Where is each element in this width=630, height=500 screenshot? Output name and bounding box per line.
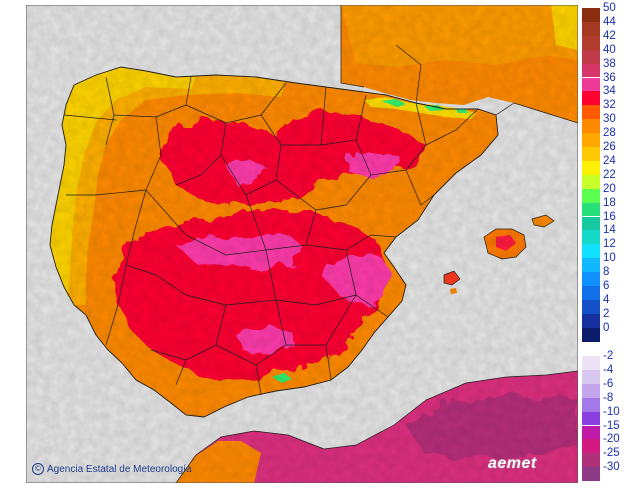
legend-label: 34 (603, 85, 616, 98)
temperature-map (26, 5, 578, 483)
legend-swatch-positive-6 (582, 91, 600, 106)
credit-text: Agencia Estatal de Meteorología (47, 463, 192, 475)
legend-swatch-positive-12 (582, 174, 600, 189)
legend-swatch-positive-20 (582, 286, 600, 300)
legend-swatch-positive-14 (582, 202, 600, 217)
credit: © Agencia Estatal de Meteorología (32, 463, 192, 475)
legend-label: 0 (603, 321, 610, 334)
legend-label: 14 (603, 224, 616, 237)
legend-swatch-positive-7 (582, 105, 600, 120)
legend-swatch-positive-22 (582, 313, 600, 328)
terrain-texture (26, 5, 578, 483)
legend-label: 24 (603, 154, 616, 167)
legend-swatch-negative-7 (582, 453, 600, 468)
legend-label: 36 (603, 71, 616, 84)
legend-swatch-positive-23 (582, 327, 600, 342)
legend-label: -30 (603, 461, 620, 474)
legend-swatch-positive-1 (582, 21, 600, 36)
legend-label: 40 (603, 43, 616, 56)
legend-label: -4 (603, 363, 614, 376)
logo-text: aemet (488, 455, 537, 472)
legend-swatch-negative-0 (582, 356, 600, 370)
legend-label: 32 (603, 99, 616, 112)
legend-swatch-positive-16 (582, 230, 600, 245)
legend-swatch-positive-4 (582, 63, 600, 78)
legend-label: 42 (603, 29, 616, 42)
legend-swatch-positive-2 (582, 35, 600, 50)
legend-swatch-negative-1 (582, 369, 600, 384)
legend-label: 2 (603, 307, 610, 320)
legend-label: -8 (603, 391, 614, 404)
legend-label: 16 (603, 210, 616, 223)
legend-label: 6 (603, 280, 610, 292)
legend-label: 28 (603, 127, 616, 140)
legend-swatch-negative-3 (582, 397, 600, 412)
legend-label: 10 (603, 252, 616, 265)
legend-label: 38 (603, 57, 616, 70)
legend-swatch-negative-5 (582, 425, 600, 440)
legend-label: -10 (603, 405, 620, 418)
legend-label: -25 (603, 447, 620, 460)
legend-swatch-positive-21 (582, 299, 600, 314)
legend-swatch-positive-0 (582, 8, 600, 22)
legend-swatch-positive-18 (582, 258, 600, 273)
legend-swatch-positive-9 (582, 133, 600, 147)
legend-swatch-negative-2 (582, 383, 600, 398)
legend-swatch-negative-6 (582, 439, 600, 454)
legend-label: -20 (603, 433, 620, 446)
legend-swatch-positive-13 (582, 188, 600, 203)
legend-label: 30 (603, 113, 616, 126)
legend-label: 8 (603, 266, 610, 279)
legend-swatch-positive-10 (582, 147, 600, 161)
legend-swatch-negative-8 (582, 467, 600, 482)
legend-label: 20 (603, 182, 616, 195)
legend-swatch-positive-15 (582, 216, 600, 231)
legend-label: 22 (603, 168, 616, 181)
legend-swatch-positive-11 (582, 160, 600, 175)
legend-label: -15 (603, 419, 620, 432)
legend-label: 4 (603, 293, 610, 306)
legend-label: -2 (603, 350, 614, 362)
temperature-legend: 50 44 42 40 38 36 34 32 30 28 26 24 22 20 18 16 14 12 10 8 6… (582, 2, 628, 488)
aemet-logo: aemet (488, 455, 537, 473)
legend-label: -6 (603, 377, 614, 390)
copyright-icon: © (32, 463, 44, 475)
legend-label: 18 (603, 196, 616, 209)
legend-swatch-positive-3 (582, 49, 600, 64)
legend-label: 12 (603, 238, 616, 251)
legend-label: 50 (603, 2, 616, 14)
legend-swatch-positive-19 (582, 272, 600, 286)
legend-swatch-positive-8 (582, 119, 600, 134)
province-borders (49, 5, 578, 483)
legend-swatch-positive-17 (582, 244, 600, 259)
legend-swatch-positive-5 (582, 77, 600, 92)
legend-swatch-negative-4 (582, 411, 600, 426)
legend-label: 44 (603, 15, 616, 28)
legend-label: 26 (603, 141, 616, 153)
